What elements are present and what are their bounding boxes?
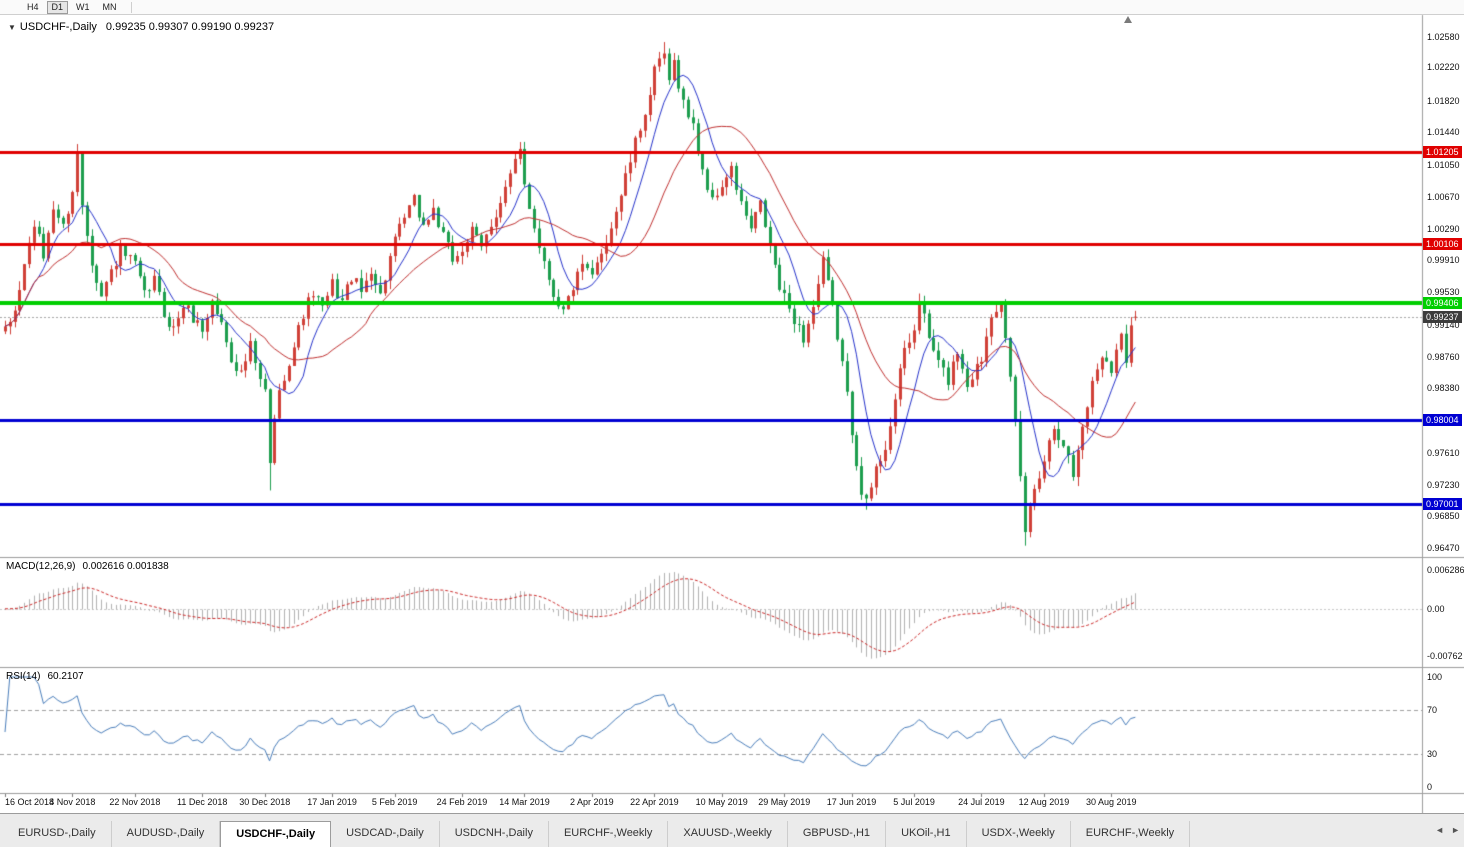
timeframe-button-group: H4 D1 W1 MN	[22, 0, 125, 14]
chart-tab-audusddaily[interactable]: AUDUSD-,Daily	[111, 821, 221, 847]
chart-tabs: EURUSD-,Daily AUDUSD-,Daily USDCHF-,Daily U…	[3, 821, 1191, 847]
price-chart-canvas[interactable]	[0, 0, 1464, 813]
tab-scroll-right-icon[interactable]: ►	[1451, 825, 1460, 835]
chart-symbol-label: USDCHF-,Daily	[19, 21, 97, 33]
rsi-indicator-title: RSI(14) 60.2107	[6, 671, 84, 682]
chart-tab-usdxweekly[interactable]: USDX-,Weekly	[966, 821, 1071, 847]
macd-title-label: MACD(12,26,9)	[6, 561, 76, 572]
timeframe-toolbar: H4 D1 W1 MN	[0, 0, 1464, 15]
timeframe-button-d1[interactable]: D1	[46, 0, 69, 14]
chart-ohlc-values: 0.99235 0.99307 0.99190 0.99237	[105, 21, 275, 33]
chart-dropdown-icon[interactable]: ▼	[8, 23, 16, 32]
tab-scroll-arrows: ◄ ►	[1435, 825, 1460, 835]
chart-tab-eurchfweekly[interactable]: EURCHF-,Weekly	[548, 821, 669, 847]
timeframe-button-h4[interactable]: H4	[27, 1, 39, 12]
toolbar-separator	[130, 1, 132, 13]
chart-tab-gbpusdh1[interactable]: GBPUSD-,H1	[787, 821, 887, 847]
chart-title: ▼ USDCHF-,Daily 0.99235 0.99307 0.99190 0.…	[8, 21, 274, 33]
chart-tab-usdchfdaily[interactable]: USDCHF-,Daily	[220, 821, 332, 847]
autoscroll-marker-icon[interactable]	[1124, 16, 1132, 23]
macd-current-values: 0.002616 0.001838	[82, 561, 169, 572]
chart-tab-eurusddaily[interactable]: EURUSD-,Daily	[3, 821, 112, 847]
timeframe-button-w1[interactable]: W1	[76, 1, 90, 12]
chart-tab-ukoilh1[interactable]: UKOil-,H1	[886, 821, 967, 847]
macd-indicator-title: MACD(12,26,9) 0.002616 0.001838	[6, 561, 169, 572]
rsi-current-value: 60.2107	[47, 671, 84, 682]
chart-tab-usdcnhdaily[interactable]: USDCNH-,Daily	[439, 821, 549, 847]
tab-scroll-left-icon[interactable]: ◄	[1435, 825, 1445, 835]
chart-tab-usdcaddaily[interactable]: USDCAD-,Daily	[331, 821, 440, 847]
chart-tab-eurchfweekly[interactable]: EURCHF-,Weekly	[1070, 821, 1191, 847]
rsi-title-label: RSI(14)	[6, 671, 41, 682]
timeframe-button-mn[interactable]: MN	[102, 1, 117, 12]
bottom-bar: EURUSD-,Daily AUDUSD-,Daily USDCHF-,Daily U…	[0, 813, 1464, 847]
chart-tab-xauusdweekly[interactable]: XAUUSD-,Weekly	[668, 821, 788, 847]
